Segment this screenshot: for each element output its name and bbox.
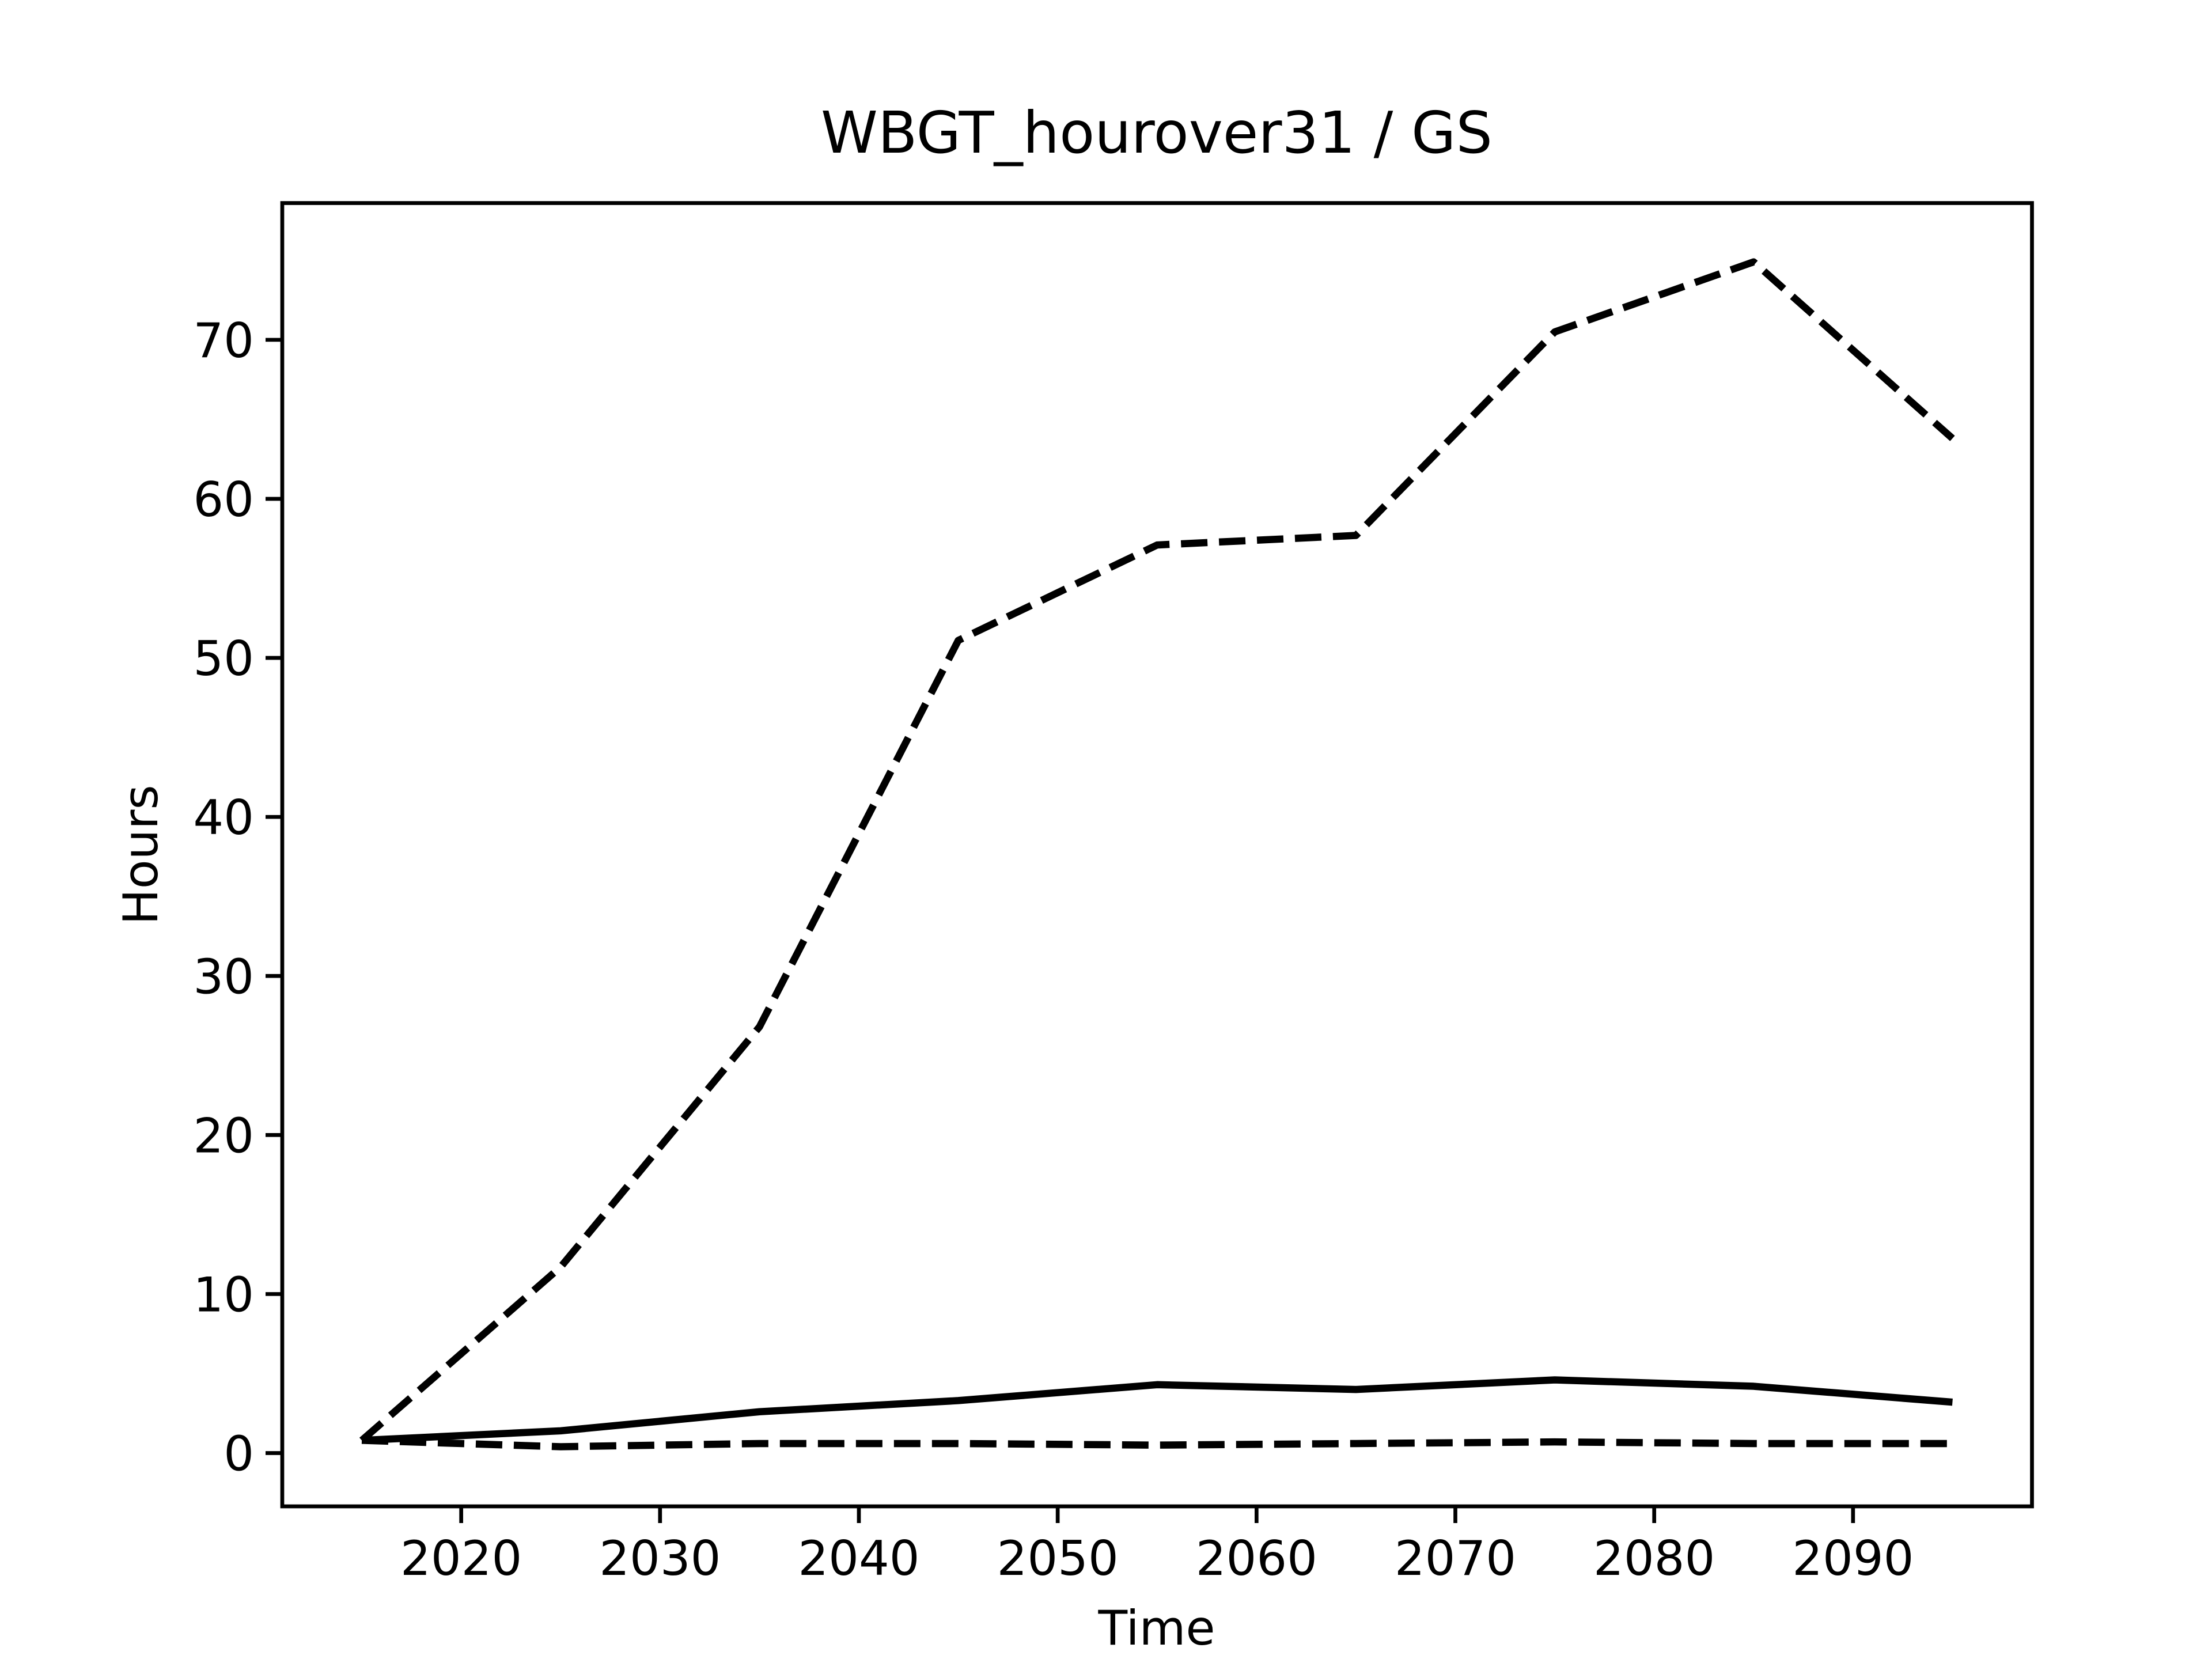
x-tick-label: 2060 bbox=[1196, 1531, 1317, 1586]
y-tick-label: 70 bbox=[193, 313, 254, 369]
y-axis-label: Hours bbox=[113, 785, 169, 925]
x-tick-label: 2030 bbox=[599, 1531, 721, 1586]
series-line bbox=[361, 1376, 1953, 1444]
y-tick-label: 20 bbox=[193, 1108, 254, 1164]
chart-title: WBGT_hourover31 / GS bbox=[821, 99, 1493, 166]
series-line bbox=[359, 258, 1955, 1444]
y-tick-label: 60 bbox=[193, 472, 254, 528]
y-tick-label: 10 bbox=[193, 1267, 254, 1323]
x-tick-label: 2050 bbox=[997, 1531, 1119, 1586]
y-tick-label: 0 bbox=[224, 1426, 254, 1482]
y-tick-label: 30 bbox=[193, 949, 254, 1005]
x-tick-label: 2040 bbox=[798, 1531, 919, 1586]
y-tick-label: 50 bbox=[193, 631, 254, 687]
x-tick-label: 2090 bbox=[1792, 1531, 1914, 1586]
y-tick-label: 40 bbox=[193, 790, 254, 846]
x-tick-label: 2020 bbox=[400, 1531, 522, 1586]
x-tick-label: 2070 bbox=[1395, 1531, 1516, 1586]
x-axis-label: Time bbox=[1097, 1600, 1215, 1656]
plot-frame bbox=[280, 201, 2034, 1509]
x-tick-label: 2080 bbox=[1593, 1531, 1715, 1586]
